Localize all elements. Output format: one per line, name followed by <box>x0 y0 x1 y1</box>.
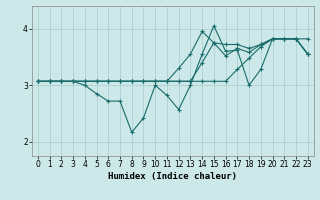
X-axis label: Humidex (Indice chaleur): Humidex (Indice chaleur) <box>108 172 237 181</box>
